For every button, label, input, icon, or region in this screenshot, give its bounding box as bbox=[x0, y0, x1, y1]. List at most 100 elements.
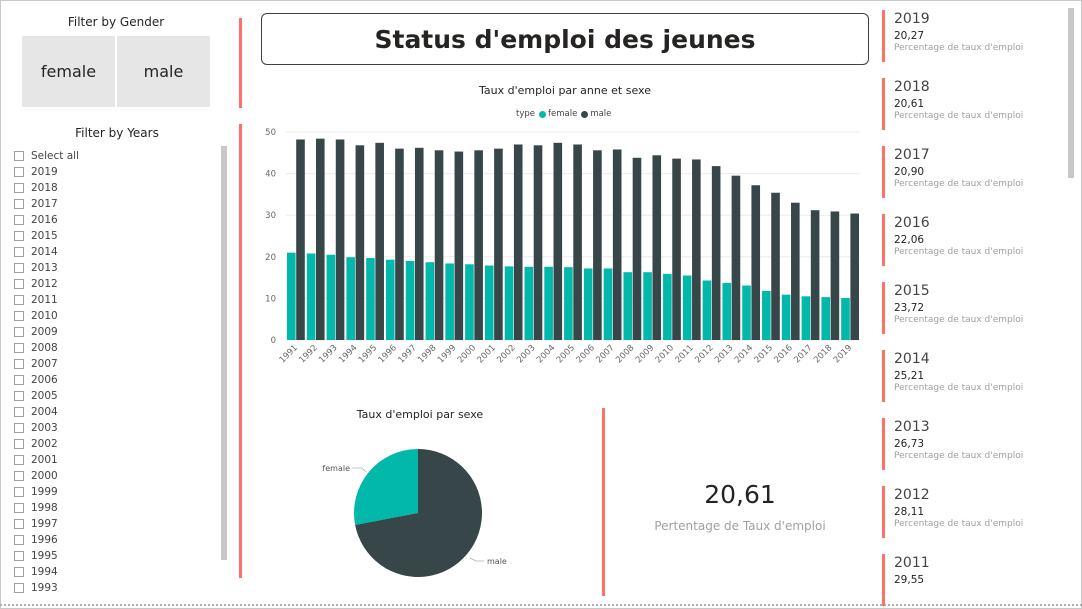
checkbox-icon[interactable] bbox=[14, 503, 24, 513]
bar-female[interactable] bbox=[663, 273, 672, 340]
year-checkbox-item[interactable]: 2004 bbox=[14, 404, 214, 420]
bar-female[interactable] bbox=[544, 266, 553, 340]
checkbox-icon[interactable] bbox=[14, 487, 24, 497]
checkbox-icon[interactable] bbox=[14, 215, 24, 225]
checkbox-icon[interactable] bbox=[14, 263, 24, 273]
year-checkbox-item[interactable]: 2000 bbox=[14, 468, 214, 484]
bar-female[interactable] bbox=[801, 296, 811, 340]
checkbox-icon[interactable] bbox=[14, 231, 24, 241]
checkbox-icon[interactable] bbox=[14, 567, 24, 577]
bar-female[interactable] bbox=[841, 297, 850, 340]
bar-female[interactable] bbox=[682, 275, 692, 340]
bar-male[interactable] bbox=[632, 157, 642, 340]
bar-male[interactable] bbox=[434, 150, 444, 340]
pie-slice-male[interactable] bbox=[355, 449, 482, 577]
bar-female[interactable] bbox=[425, 262, 435, 340]
checkbox-icon[interactable] bbox=[14, 279, 24, 289]
checkbox-icon[interactable] bbox=[14, 375, 24, 385]
bar-male[interactable] bbox=[850, 213, 860, 340]
checkbox-icon[interactable] bbox=[14, 407, 24, 417]
bar-female[interactable] bbox=[504, 266, 514, 340]
checkbox-icon[interactable] bbox=[14, 439, 24, 449]
year-checkbox-item[interactable]: 2009 bbox=[14, 324, 214, 340]
bar-female[interactable] bbox=[405, 260, 415, 340]
bar-male[interactable] bbox=[474, 150, 483, 340]
checkbox-icon[interactable] bbox=[14, 551, 24, 561]
checkbox-icon[interactable] bbox=[14, 343, 24, 353]
pie-slice-female[interactable] bbox=[354, 449, 418, 525]
bar-female[interactable] bbox=[583, 268, 593, 340]
bar-female[interactable] bbox=[524, 266, 534, 340]
bar-male[interactable] bbox=[533, 145, 543, 340]
cards-scrollbar[interactable] bbox=[1068, 8, 1074, 178]
year-checkbox-item[interactable]: 2012 bbox=[14, 276, 214, 292]
year-checkbox-item[interactable]: 1995 bbox=[14, 548, 214, 564]
year-checkbox-item[interactable]: 2008 bbox=[14, 340, 214, 356]
bar-female[interactable] bbox=[643, 272, 652, 340]
year-checkbox-item[interactable]: 2005 bbox=[14, 388, 214, 404]
bar-male[interactable] bbox=[652, 155, 662, 340]
bar-male[interactable] bbox=[375, 142, 384, 340]
bar-male[interactable] bbox=[494, 148, 503, 340]
bar-female[interactable] bbox=[564, 267, 573, 340]
bar-male[interactable] bbox=[395, 148, 404, 340]
gender-option-male[interactable]: male bbox=[117, 36, 210, 107]
bar-male[interactable] bbox=[355, 145, 365, 340]
gender-option-female[interactable]: female bbox=[22, 36, 115, 107]
bar-female[interactable] bbox=[484, 265, 494, 340]
bar-female[interactable] bbox=[722, 283, 732, 340]
year-checkbox-item[interactable]: 2011 bbox=[14, 292, 214, 308]
checkbox-icon[interactable] bbox=[14, 535, 24, 545]
bar-male[interactable] bbox=[315, 138, 325, 340]
checkbox-icon[interactable] bbox=[14, 295, 24, 305]
year-checkbox-item[interactable]: 2001 bbox=[14, 452, 214, 468]
bar-male[interactable] bbox=[612, 149, 622, 340]
bar-female[interactable] bbox=[821, 297, 831, 340]
bar-female[interactable] bbox=[286, 252, 296, 340]
bar-male[interactable] bbox=[830, 211, 840, 340]
year-checkbox-item[interactable]: 1997 bbox=[14, 516, 214, 532]
checkbox-icon[interactable] bbox=[14, 199, 24, 209]
year-checkbox-item[interactable]: 2013 bbox=[14, 260, 214, 276]
pie-chart[interactable]: female male bbox=[310, 430, 550, 590]
checkbox-icon[interactable] bbox=[14, 455, 24, 465]
year-checkbox-item[interactable]: 2016 bbox=[14, 212, 214, 228]
bar-male[interactable] bbox=[296, 139, 305, 340]
bar-male[interactable] bbox=[810, 210, 820, 340]
bar-male[interactable] bbox=[791, 202, 800, 340]
year-checkbox-item[interactable]: 2015 bbox=[14, 228, 214, 244]
bar-male[interactable] bbox=[593, 150, 602, 340]
bar-male[interactable] bbox=[573, 144, 582, 340]
year-checkbox-item[interactable]: 2003 bbox=[14, 420, 214, 436]
bar-male[interactable] bbox=[771, 192, 780, 340]
bar-male[interactable] bbox=[414, 147, 424, 340]
year-checkbox-item[interactable]: 1993 bbox=[14, 580, 214, 596]
bar-female[interactable] bbox=[445, 263, 454, 340]
bar-male[interactable] bbox=[513, 144, 523, 340]
bar-chart[interactable]: 0102030405019911992199319941995199619971… bbox=[260, 120, 870, 375]
checkbox-icon[interactable] bbox=[14, 151, 24, 161]
year-checkbox-item[interactable]: 2007 bbox=[14, 356, 214, 372]
year-checkbox-item[interactable]: 2018 bbox=[14, 180, 214, 196]
bar-male[interactable] bbox=[731, 175, 741, 340]
bar-female[interactable] bbox=[326, 254, 336, 340]
year-checkbox-item[interactable]: 1999 bbox=[14, 484, 214, 500]
bar-female[interactable] bbox=[623, 272, 633, 340]
bar-male[interactable] bbox=[711, 166, 721, 340]
checkbox-icon[interactable] bbox=[14, 311, 24, 321]
bar-female[interactable] bbox=[366, 258, 375, 340]
bar-female[interactable] bbox=[306, 253, 316, 340]
checkbox-icon[interactable] bbox=[14, 183, 24, 193]
checkbox-icon[interactable] bbox=[14, 391, 24, 401]
select-all-checkbox[interactable]: Select all bbox=[14, 148, 214, 164]
checkbox-icon[interactable] bbox=[14, 519, 24, 529]
years-scrollbar[interactable] bbox=[221, 146, 227, 560]
bar-male[interactable] bbox=[672, 158, 681, 340]
checkbox-icon[interactable] bbox=[14, 247, 24, 257]
year-checkbox-item[interactable]: 1994 bbox=[14, 564, 214, 580]
year-checkbox-item[interactable]: 2019 bbox=[14, 164, 214, 180]
bar-male[interactable] bbox=[553, 142, 563, 340]
bar-female[interactable] bbox=[742, 285, 751, 340]
checkbox-icon[interactable] bbox=[14, 583, 24, 593]
bar-female[interactable] bbox=[762, 290, 771, 340]
